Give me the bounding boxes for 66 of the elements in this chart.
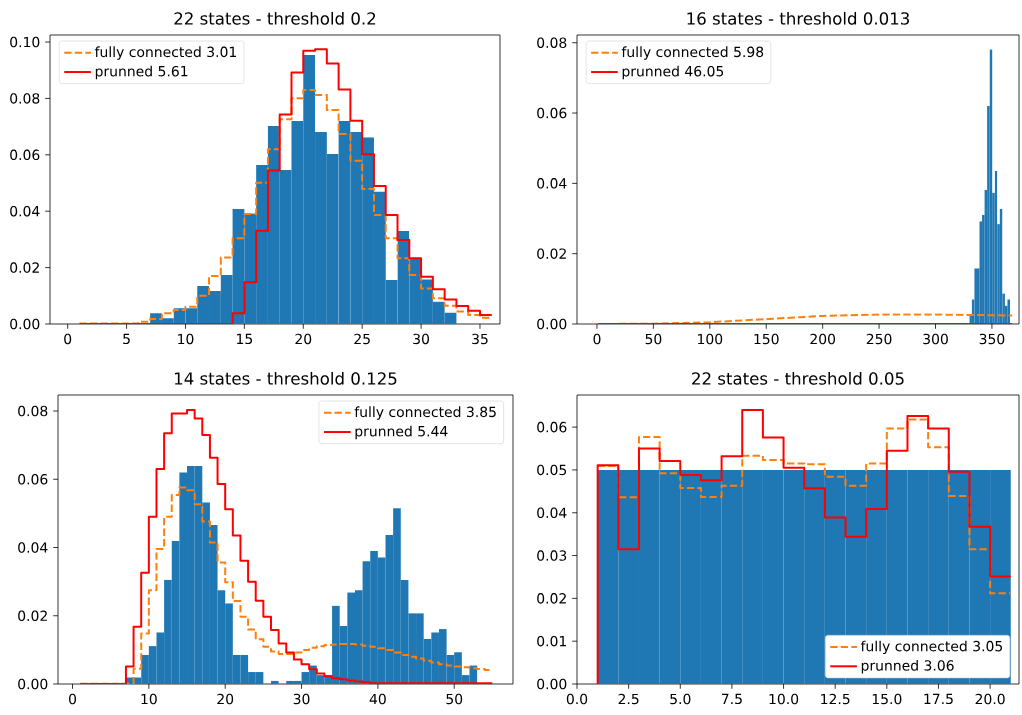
chart-title: 22 states - threshold 0.2 [174, 11, 376, 25]
y-tick-label: 0.03 [537, 550, 567, 561]
y-tick-label: 0.08 [18, 405, 48, 417]
y-tick-label: 0.06 [537, 421, 567, 433]
y-tick-label: 0.05 [537, 464, 567, 476]
y-tick-label: 0.04 [10, 205, 40, 217]
x-tick-label: 17.5 [924, 693, 953, 705]
x-tick-label: 300 [923, 333, 948, 345]
y-tick-label: 0.00 [537, 678, 567, 690]
x-tick-label: 15 [237, 333, 253, 345]
x-tick-label: 10.0 [769, 693, 799, 705]
y-tick-label: 0.02 [10, 262, 39, 273]
x-tick-label: 50 [446, 693, 463, 705]
x-tick-label: 5.0 [670, 693, 691, 705]
legend-label: fully connected 3.05 [860, 640, 1003, 655]
y-tick-label: 0.08 [10, 93, 40, 104]
x-tick-label: 40 [369, 693, 386, 705]
x-tick-label: 200 [810, 333, 836, 345]
chart-title: 14 states - threshold 0.125 [174, 371, 397, 385]
x-tick-label: 0.0 [566, 693, 588, 705]
x-tick-label: 0 [64, 333, 72, 345]
x-tick-label: 20 [295, 333, 312, 345]
x-tick-label: 10 [141, 693, 157, 705]
y-tick-label: 0.06 [18, 474, 48, 485]
legend-label: fully connected 3.85 [354, 406, 496, 420]
legend-label: prunned 3.06 [861, 659, 954, 674]
x-tick-label: 250 [866, 333, 892, 345]
x-tick-label: 25 [354, 333, 370, 345]
x-tick-label: 50 [645, 333, 662, 345]
chart-title: 16 states - threshold 0.013 [687, 11, 909, 25]
legend-label: prunned 46.05 [622, 65, 724, 80]
y-tick-label: 0.08 [537, 37, 567, 48]
x-tick-label: 7.5 [721, 693, 742, 705]
y-tick-label: 0.02 [537, 593, 566, 604]
x-tick-label: 10 [178, 333, 194, 345]
x-tick-label: 35 [472, 333, 488, 345]
legend-label: prunned 5.61 [95, 65, 188, 80]
x-tick-label: 20.0 [975, 693, 1005, 705]
y-tick-label: 0.00 [537, 318, 567, 330]
y-tick-label: 0.04 [18, 542, 48, 553]
legend-label: fully connected 3.01 [94, 46, 236, 60]
x-tick-label: 0 [593, 333, 601, 345]
y-tick-label: 0.02 [537, 248, 566, 259]
legend-label: fully connected 5.98 [621, 46, 764, 60]
x-tick-label: 0 [68, 693, 77, 705]
x-tick-label: 2.5 [618, 693, 639, 705]
x-tick-label: 15.0 [872, 693, 902, 705]
y-tick-label: 0.04 [537, 507, 567, 518]
y-tick-label: 0.04 [537, 178, 567, 189]
x-tick-label: 5 [123, 333, 130, 345]
chart-title: 22 states - threshold 0.05 [692, 371, 904, 385]
y-tick-label: 0.06 [10, 149, 40, 161]
y-tick-label: 0.06 [537, 107, 567, 119]
x-tick-label: 20 [217, 693, 234, 705]
y-tick-label: 0.10 [10, 36, 40, 48]
x-tick-label: 100 [698, 333, 723, 345]
x-tick-label: 30 [413, 333, 430, 345]
x-tick-label: 350 [979, 333, 1005, 345]
legend-label: prunned 5.44 [355, 425, 448, 440]
x-tick-label: 150 [754, 333, 779, 345]
x-tick-label: 30 [293, 693, 310, 705]
y-tick-label: 0.01 [537, 635, 566, 647]
y-tick-label: 0.00 [10, 318, 40, 330]
x-tick-label: 12.5 [821, 693, 850, 705]
y-tick-label: 0.00 [18, 678, 48, 690]
y-tick-label: 0.02 [18, 610, 47, 622]
